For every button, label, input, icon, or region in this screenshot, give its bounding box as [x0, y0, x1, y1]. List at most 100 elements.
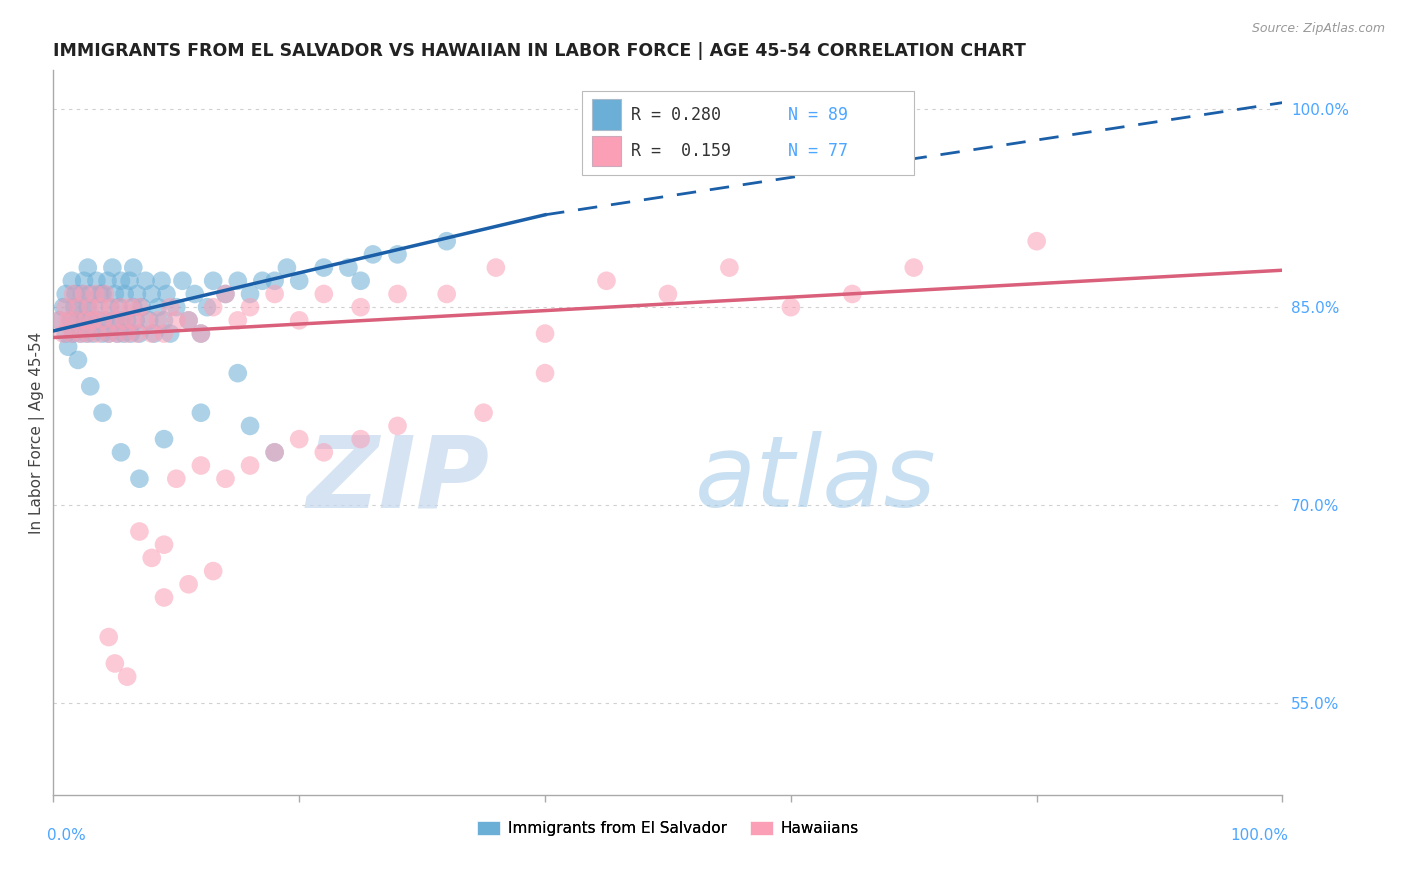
Point: [190, 326, 212, 341]
Text: atlas: atlas: [695, 431, 936, 528]
Point: [55, 300, 77, 314]
Point: [73, 274, 96, 288]
Point: [52, 326, 75, 341]
Point: [718, 260, 741, 275]
Point: [312, 260, 335, 275]
Point: [263, 445, 285, 459]
Point: [657, 287, 679, 301]
Point: [350, 432, 373, 446]
Point: [214, 287, 236, 301]
Text: Source: ZipAtlas.com: Source: ZipAtlas.com: [1251, 22, 1385, 36]
Point: [177, 313, 200, 327]
Point: [153, 591, 176, 605]
Point: [55, 326, 77, 341]
Point: [120, 326, 142, 341]
Point: [226, 274, 249, 288]
Point: [110, 274, 132, 288]
Point: [143, 326, 166, 341]
Point: [190, 326, 212, 341]
Point: [55, 287, 77, 301]
Point: [63, 300, 86, 314]
Point: [76, 300, 98, 314]
Y-axis label: In Labor Force | Age 45-54: In Labor Force | Age 45-54: [30, 332, 45, 533]
Text: 0.0%: 0.0%: [48, 828, 86, 843]
Point: [98, 300, 121, 314]
Point: [125, 313, 148, 327]
Point: [91, 313, 114, 327]
Point: [141, 326, 163, 341]
Point: [69, 326, 91, 341]
Point: [89, 300, 111, 314]
Point: [387, 287, 409, 301]
Point: [89, 287, 111, 301]
Point: [239, 419, 262, 434]
Point: [79, 287, 101, 301]
Point: [153, 432, 176, 446]
Point: [226, 366, 249, 380]
Legend: Immigrants from El Salvador, Hawaiians: Immigrants from El Salvador, Hawaiians: [471, 814, 865, 842]
Point: [387, 247, 409, 261]
Point: [120, 300, 142, 314]
Point: [177, 577, 200, 591]
Point: [165, 472, 187, 486]
Point: [86, 274, 108, 288]
Point: [128, 472, 150, 486]
Point: [115, 670, 138, 684]
Point: [141, 550, 163, 565]
Point: [125, 287, 148, 301]
Point: [91, 287, 114, 301]
Point: [76, 313, 98, 327]
Point: [239, 287, 262, 301]
Text: IMMIGRANTS FROM EL SALVADOR VS HAWAIIAN IN LABOR FORCE | AGE 45-54 CORRELATION C: IMMIGRANTS FROM EL SALVADOR VS HAWAIIAN …: [53, 42, 1026, 60]
Point: [97, 326, 120, 341]
Point: [73, 313, 96, 327]
Point: [131, 300, 153, 314]
Point: [153, 326, 176, 341]
Point: [76, 326, 98, 341]
Point: [114, 313, 136, 327]
Point: [48, 313, 70, 327]
Point: [903, 260, 925, 275]
Point: [155, 287, 177, 301]
Point: [94, 313, 117, 327]
Point: [226, 313, 249, 327]
Point: [1025, 234, 1047, 248]
Point: [66, 313, 89, 327]
Point: [146, 313, 169, 327]
Text: N = 89: N = 89: [789, 105, 848, 124]
Point: [122, 260, 145, 275]
Point: [165, 300, 187, 314]
Point: [165, 313, 187, 327]
Text: N = 77: N = 77: [789, 142, 848, 160]
Point: [94, 287, 117, 301]
Point: [150, 274, 173, 288]
Point: [101, 260, 124, 275]
Point: [56, 313, 79, 327]
Point: [288, 313, 311, 327]
Point: [62, 287, 84, 301]
Point: [153, 538, 176, 552]
Point: [79, 300, 101, 314]
Point: [350, 300, 373, 314]
Point: [159, 300, 181, 314]
Text: ZIP: ZIP: [307, 431, 489, 528]
Point: [112, 326, 135, 341]
Point: [104, 657, 127, 671]
Point: [214, 472, 236, 486]
Point: [263, 274, 285, 288]
Point: [276, 260, 298, 275]
Text: R = 0.280: R = 0.280: [631, 105, 721, 124]
Point: [69, 326, 91, 341]
Point: [135, 313, 157, 327]
Point: [128, 326, 150, 341]
Point: [107, 300, 129, 314]
Bar: [592, 136, 621, 166]
Point: [73, 287, 96, 301]
Point: [128, 524, 150, 539]
Point: [125, 326, 148, 341]
Point: [97, 630, 120, 644]
Point: [202, 274, 225, 288]
Point: [214, 287, 236, 301]
Point: [110, 313, 132, 327]
Point: [65, 313, 87, 327]
